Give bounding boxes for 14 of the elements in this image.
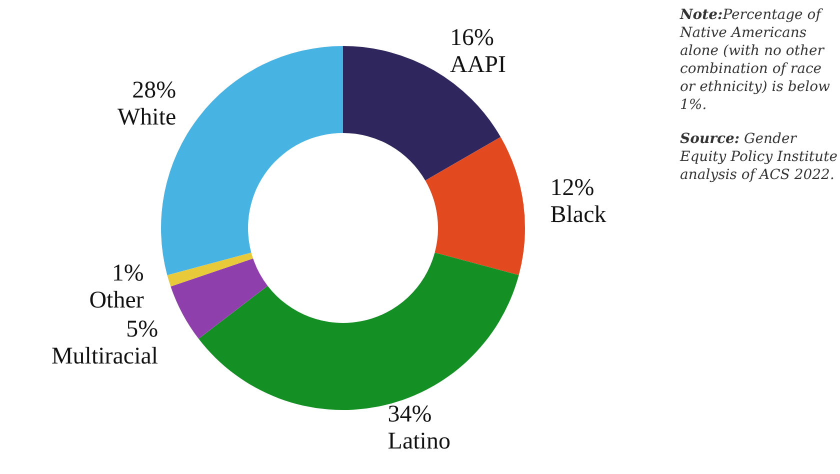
slice-label: Multiracial	[51, 344, 158, 370]
data-label: 28%	[132, 77, 176, 104]
data-label: 16%	[450, 24, 494, 51]
data-label: 34%	[388, 402, 432, 428]
data-label: 5%	[126, 316, 158, 343]
source-note: Source: Gender Equity Policy Institute analysis of ACS 2022.	[680, 130, 838, 184]
data-label: 1%	[112, 260, 144, 287]
slice-label: AAPI	[450, 52, 506, 78]
text: Note:Percentage of Native Americans alone (with no other combination of race or ethnicity) is below 1%.	[680, 6, 832, 114]
slice-label: Other	[89, 288, 144, 314]
slice-label: Latino	[388, 428, 450, 455]
data-label: 12%	[550, 174, 594, 201]
slice-label: Black	[550, 202, 606, 228]
slice-label: White	[118, 104, 176, 130]
